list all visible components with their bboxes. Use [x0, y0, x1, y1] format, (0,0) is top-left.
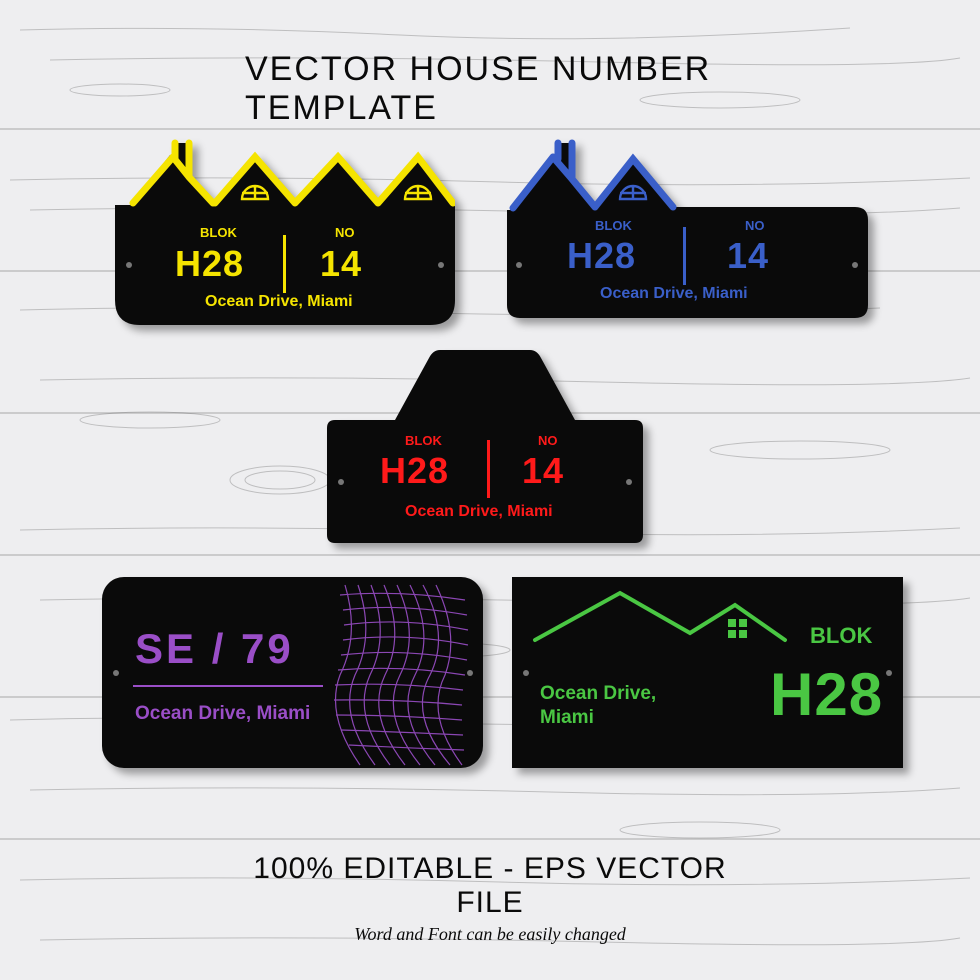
- address: Ocean Drive, Miami: [600, 285, 748, 303]
- no-value: 14: [320, 243, 362, 285]
- house-plate-blue: BLOK H28 NO 14 Ocean Drive, Miami: [505, 135, 870, 320]
- address: Ocean Drive, Miami: [135, 703, 310, 725]
- blok-label: BLOK: [810, 623, 872, 649]
- house-plate-red: BLOK H28 NO 14 Ocean Drive, Miami: [325, 340, 645, 550]
- address-line1: Ocean Drive,: [540, 683, 656, 705]
- blok-value: H28: [175, 243, 244, 285]
- blok-value: H28: [770, 660, 883, 729]
- blok-value: H28: [567, 235, 636, 277]
- blok-value: H28: [380, 450, 449, 492]
- no-value: 14: [727, 235, 769, 277]
- subtitle: 100% EDITABLE - EPS VECTOR FILE: [245, 852, 735, 920]
- no-label: NO: [335, 225, 355, 240]
- address: Ocean Drive, Miami: [405, 503, 553, 521]
- main-title: VECTOR HOUSE NUMBER TEMPLATE: [245, 50, 735, 128]
- no-label: NO: [538, 433, 558, 448]
- house-plate-yellow: BLOK H28 NO 14 Ocean Drive, Miami: [115, 135, 455, 330]
- code-value: SE / 79: [135, 625, 294, 673]
- blok-label: BLOK: [405, 433, 442, 448]
- no-label: NO: [745, 218, 765, 233]
- address-line2: Miami: [540, 707, 594, 729]
- house-plate-purple: SE / 79 Ocean Drive, Miami: [100, 575, 485, 770]
- no-value: 14: [522, 450, 564, 492]
- address: Ocean Drive, Miami: [205, 293, 353, 311]
- tagline: Word and Font can be easily changed: [354, 924, 626, 945]
- house-plate-green: BLOK H28 Ocean Drive, Miami: [510, 575, 905, 770]
- blok-label: BLOK: [200, 225, 237, 240]
- blok-label: BLOK: [595, 218, 632, 233]
